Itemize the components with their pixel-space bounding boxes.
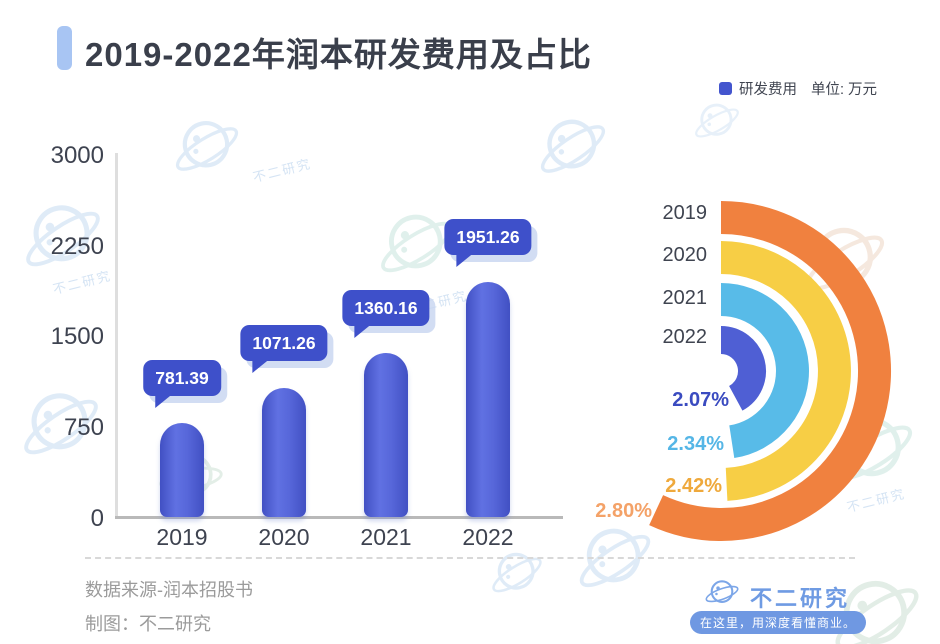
ring-2020 (720, 241, 851, 501)
radial-ratio-chart (649, 201, 891, 541)
legend: 研发费用 单位: 万元 (719, 78, 877, 99)
ring-percent-2020: 2.42% (665, 475, 722, 497)
x-axis-label-2021: 2021 (360, 524, 412, 550)
brand-tagline-ribbon: 在这里，用深度看懂商业。 (690, 611, 866, 634)
y-axis-tick-label: 3000 (50, 142, 104, 169)
footer-divider (85, 557, 855, 559)
value-callout-2022: 1951.26 (444, 218, 532, 267)
x-axis-label-2019: 2019 (156, 524, 208, 550)
value-callout-2020: 1071.26 (240, 325, 328, 374)
data-source-note: 数据来源-润本招股书 (85, 580, 253, 600)
x-axis-label-2020: 2020 (258, 524, 310, 550)
x-axis-label-2022: 2022 (462, 524, 514, 550)
ring-label-2019: 2019 (662, 202, 708, 224)
ring-2021 (720, 283, 809, 458)
title-accent-bar (57, 26, 72, 70)
ring-percent-2022: 2.07% (672, 389, 729, 411)
x-axis-line (115, 516, 563, 519)
ring-label-2021: 2021 (662, 287, 708, 309)
page-title: 2019-2022年润本研发费用及占比 (85, 36, 592, 73)
legend-unit-label: 单位: 万元 (811, 82, 878, 98)
brand-name: 不二研究 (750, 586, 851, 611)
legend-swatch (719, 82, 732, 95)
value-callout-2021: 1360.16 (342, 290, 430, 339)
y-axis-tick-label: 0 (90, 504, 104, 532)
y-axis-tick-label: 1500 (50, 323, 104, 351)
y-axis-tick-label: 2250 (50, 232, 104, 260)
bar-2022 (466, 281, 510, 518)
ring-2019 (649, 201, 891, 541)
ring-percent-2021: 2.34% (667, 433, 724, 455)
legend-series-label: 研发费用 (739, 82, 797, 98)
bar-2021 (364, 353, 408, 518)
bar-2020 (262, 388, 306, 518)
ring-2022 (720, 326, 766, 411)
chart-credit-note: 制图：不二研究 (85, 614, 211, 634)
ring-label-2022: 2022 (662, 326, 708, 348)
y-axis-line (115, 153, 118, 518)
ring-label-2020: 2020 (662, 244, 708, 266)
value-callout-2019: 781.39 (143, 360, 221, 409)
bar-2019 (160, 423, 204, 518)
ring-percent-2019: 2.80% (595, 500, 652, 522)
y-axis-tick-label: 750 (63, 413, 104, 441)
